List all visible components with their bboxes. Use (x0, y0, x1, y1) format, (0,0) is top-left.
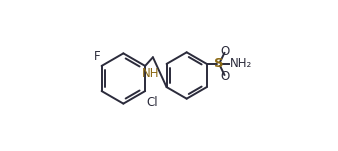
Text: O: O (220, 45, 230, 58)
Text: O: O (220, 70, 230, 83)
Text: NH: NH (142, 67, 159, 80)
Text: NH₂: NH₂ (230, 57, 252, 70)
Text: F: F (94, 50, 100, 63)
Text: S: S (214, 57, 224, 70)
Text: Cl: Cl (146, 96, 158, 109)
